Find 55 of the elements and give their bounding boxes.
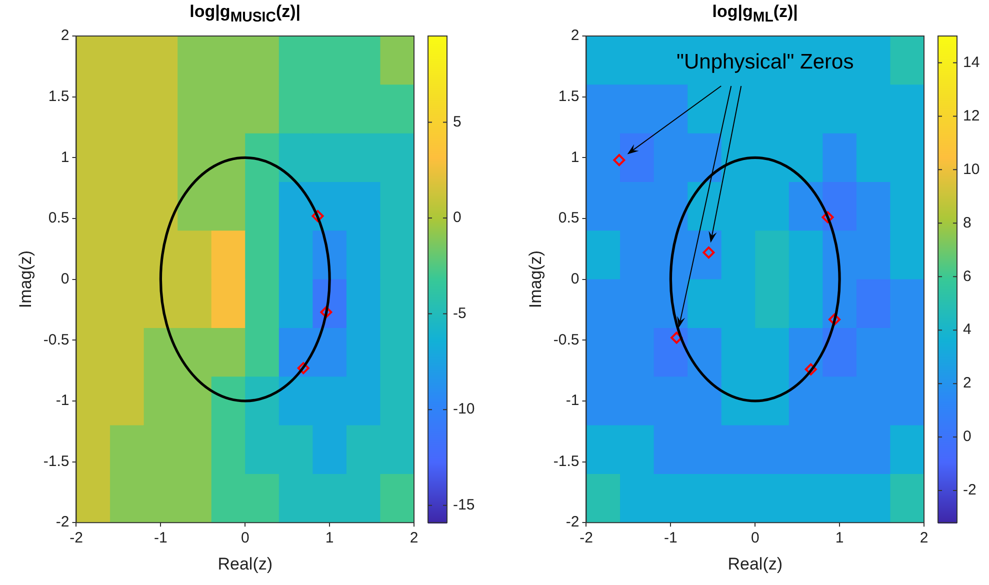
y-tick-label: -1 [566,392,580,410]
point [822,211,834,224]
point [312,210,324,222]
y-tick-label: 0.5 [558,210,580,227]
color-bar-label: 4 [963,321,972,338]
x-axis-title: Real(z) [728,554,783,574]
y-tick-label: 0 [60,270,70,288]
annotation: "Unphysical" Zeros [676,50,854,74]
y-tick-label: -1.5 [553,452,580,470]
x-tick-label: 0 [240,530,250,547]
point [804,363,817,376]
y-tick-label: 0 [570,270,580,288]
color-bar-label: 10 [963,160,980,178]
color-bar-label: -5 [453,304,466,322]
color-bar-label: 0 [453,209,462,226]
y-axis-title: Imag(z) [526,250,545,308]
y-tick-label: -2 [566,514,580,531]
x-axis-title: Real(z) [218,554,273,574]
color-bar-label: 5 [453,113,462,130]
y-tick-label: 0.5 [48,210,70,227]
y-tick-label: -0.5 [553,331,580,348]
color-bar-label: 8 [963,214,972,232]
color-bar-label: -15 [453,496,475,514]
y-tick-label: 1 [60,148,70,166]
color-bar-label: 14 [963,54,980,71]
point [670,332,683,344]
color-bar-label: -10 [453,400,475,418]
point [828,313,840,326]
chart-title: log|g$_{ML}$(z)| [712,2,798,26]
y-tick-label: 1 [570,148,580,166]
y-tick-label: 1.5 [558,88,580,105]
y-axis-title: Imag(z) [16,250,35,308]
point [613,154,626,166]
chart-title: log|g$_{MUSIC}$(z)| [190,2,301,26]
point [297,362,310,374]
color-bar-label: -2 [963,482,976,499]
x-tick-label: 1 [835,530,844,547]
y-tick-label: -1.5 [43,452,70,470]
x-tick-label: 1 [325,530,334,547]
x-tick-label: 2 [920,530,928,547]
color-bar-label: 2 [963,374,972,392]
y-tick-label: -2 [56,514,70,531]
y-tick-label: 1.5 [48,88,70,105]
color-bar-label: 0 [963,428,972,446]
x-tick-label: -1 [664,530,678,547]
x-tick-label: 2 [410,530,418,547]
x-tick-label: -1 [154,530,168,547]
x-tick-label: 0 [750,530,760,547]
y-tick-label: 2 [570,27,580,44]
color-bar-label: 6 [963,268,972,285]
color-bar-label: 12 [963,107,980,124]
point [320,306,332,318]
y-tick-label: -0.5 [43,331,70,348]
y-tick-label: 2 [60,27,70,44]
y-tick-label: -1 [56,392,70,410]
